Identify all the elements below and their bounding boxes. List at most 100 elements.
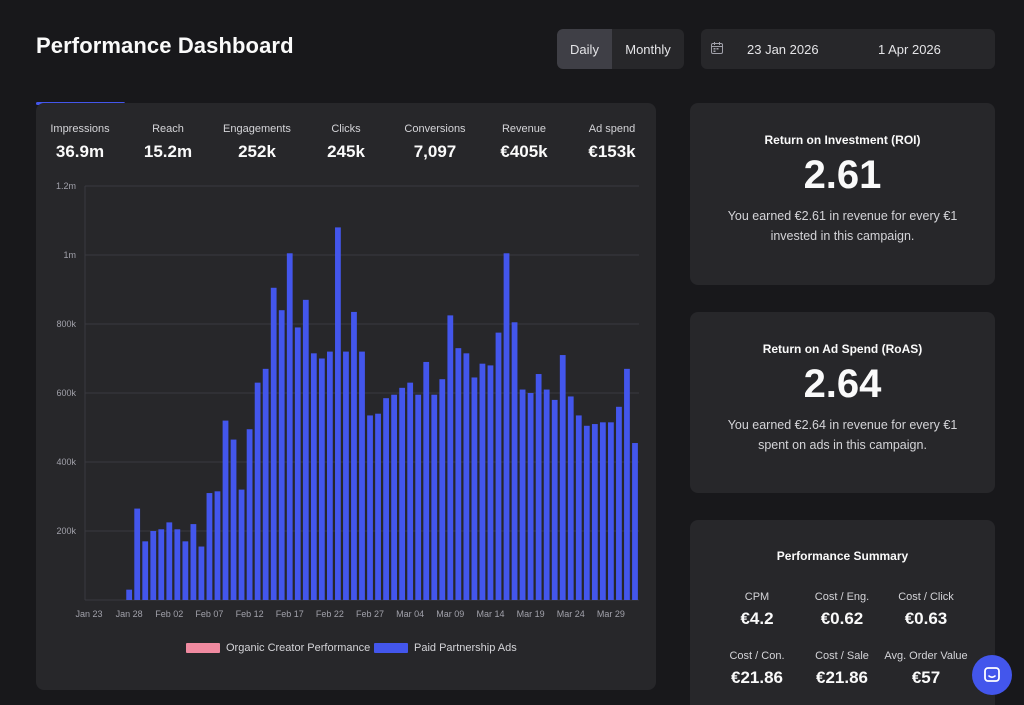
bar-paid <box>431 394 438 600</box>
performance-chart-card: Impressions 36.9m Reach 15.2m Engagement… <box>36 103 656 690</box>
bar-paid <box>391 394 398 600</box>
bar-paid <box>463 353 470 600</box>
metric-label: Reach <box>152 123 184 135</box>
chart-legend: Organic Creator Performance Paid Partner… <box>36 642 656 658</box>
bar-paid <box>230 439 237 600</box>
legend-swatch-paid <box>374 643 408 653</box>
bar-paid <box>142 541 149 600</box>
bar-paid <box>567 396 574 600</box>
summary-grid: CPM €4.2 Cost / Eng. €0.62 Cost / Click … <box>690 571 995 705</box>
bar-paid <box>624 368 630 600</box>
calendar-icon <box>711 42 723 54</box>
x-tick-label: Mar 04 <box>396 609 424 619</box>
metric-value: €153k <box>588 142 636 161</box>
summary-cost-sale: Cost / Sale €21.86 <box>792 650 892 688</box>
x-tick-label: Jan 23 <box>75 609 102 619</box>
bar-paid <box>608 422 614 600</box>
metric-engagements[interactable]: Engagements 252k <box>207 123 307 162</box>
metric-label: Conversions <box>404 123 466 135</box>
bar-paid <box>383 398 389 600</box>
daily-toggle-button[interactable]: Daily <box>557 29 612 69</box>
y-tick-label: 600k <box>56 388 76 398</box>
bar-paid <box>294 327 301 600</box>
bar-paid <box>246 429 253 600</box>
legend-item-paid[interactable]: Paid Partnership Ads <box>374 642 517 654</box>
bar-paid <box>222 420 229 600</box>
bar-paid <box>238 489 245 600</box>
bar-paid <box>182 541 189 600</box>
summary-cpm: CPM €4.2 <box>707 591 807 629</box>
bar-paid <box>174 529 181 600</box>
summary-label: CPM <box>744 591 770 603</box>
x-tick-label: Mar 24 <box>557 609 585 619</box>
summary-label: Cost / Con. <box>729 650 785 662</box>
metric-label: Impressions <box>50 123 110 135</box>
bar-paid <box>471 377 478 600</box>
metric-value: 15.2m <box>143 142 193 161</box>
bar-paid <box>302 299 309 600</box>
metric-reach[interactable]: Reach 15.2m <box>118 123 218 162</box>
bar-paid <box>134 508 141 600</box>
y-tick-label: 800k <box>56 319 76 329</box>
x-tick-label: Feb 02 <box>155 609 183 619</box>
bar-paid <box>150 531 157 600</box>
metric-ad-spend[interactable]: Ad spend €153k <box>562 123 662 162</box>
legend-swatch-organic <box>186 643 220 653</box>
bar-paid <box>214 491 221 600</box>
monthly-toggle-button[interactable]: Monthly <box>625 41 671 57</box>
y-tick-label: 200k <box>56 526 76 536</box>
metric-conversions[interactable]: Conversions 7,097 <box>385 123 485 162</box>
metric-label: Engagements <box>223 123 291 135</box>
bar-paid <box>599 422 606 600</box>
bar-paid <box>286 253 293 600</box>
roi-card: Return on Investment (ROI) 2.61 You earn… <box>690 103 995 285</box>
bar-paid <box>254 382 261 600</box>
bar-paid <box>126 589 133 600</box>
granularity-toggle: Daily Monthly <box>557 29 684 69</box>
bar-paid <box>351 311 357 600</box>
roas-title: Return on Ad Spend (RoAS) <box>762 342 923 356</box>
bar-paid <box>511 322 518 600</box>
x-tick-label: Mar 29 <box>597 609 625 619</box>
bar-paid <box>310 353 317 600</box>
performance-summary-card: Performance Summary CPM €4.2 Cost / Eng.… <box>690 520 995 705</box>
metric-clicks[interactable]: Clicks 245k <box>296 123 396 162</box>
metric-value: 7,097 <box>413 142 457 161</box>
legend-item-organic[interactable]: Organic Creator Performance <box>186 642 370 654</box>
x-tick-label: Feb 12 <box>236 609 264 619</box>
summary-value: €21.86 <box>816 668 868 687</box>
date-range-picker[interactable]: 23 Jan 2026 1 Apr 2026 <box>701 29 995 69</box>
metric-label: Clicks <box>331 123 361 135</box>
bar-paid <box>359 351 365 600</box>
summary-avg-order-value: Avg. Order Value €57 <box>876 650 976 688</box>
roas-value: 2.64 <box>803 362 882 406</box>
bar-paid <box>591 424 598 600</box>
x-tick-label: Feb 17 <box>276 609 304 619</box>
roi-title: Return on Investment (ROI) <box>764 133 921 147</box>
summary-value: €4.2 <box>740 609 774 628</box>
roi-description: You earned €2.61 in revenue for every €1… <box>727 209 958 243</box>
legend-label-organic: Organic Creator Performance <box>226 642 371 654</box>
bar-paid <box>415 394 422 600</box>
bar-paid <box>616 406 622 600</box>
bar-paid <box>278 310 285 600</box>
metric-impressions[interactable]: Impressions 36.9m <box>30 123 130 162</box>
x-tick-label: Jan 28 <box>116 609 143 619</box>
chat-bubble-icon <box>984 667 1000 682</box>
chat-button[interactable] <box>972 655 1012 695</box>
summary-value: €57 <box>911 668 941 687</box>
bar-paid <box>335 227 341 600</box>
bar-paid <box>375 413 381 600</box>
y-tick-label: 1m <box>63 250 76 260</box>
metric-revenue[interactable]: Revenue €405k <box>474 123 574 162</box>
x-tick-label: Mar 14 <box>476 609 504 619</box>
metric-value: 245k <box>327 142 365 161</box>
date-start: 23 Jan 2026 <box>747 41 819 57</box>
x-tick-label: Feb 07 <box>195 609 223 619</box>
y-tick-label: 400k <box>56 457 76 467</box>
roi-value: 2.61 <box>803 153 882 197</box>
bar-paid <box>166 522 173 600</box>
bar-paid <box>198 546 205 600</box>
summary-label: Cost / Eng. <box>814 591 870 603</box>
bar-paid <box>479 363 486 600</box>
